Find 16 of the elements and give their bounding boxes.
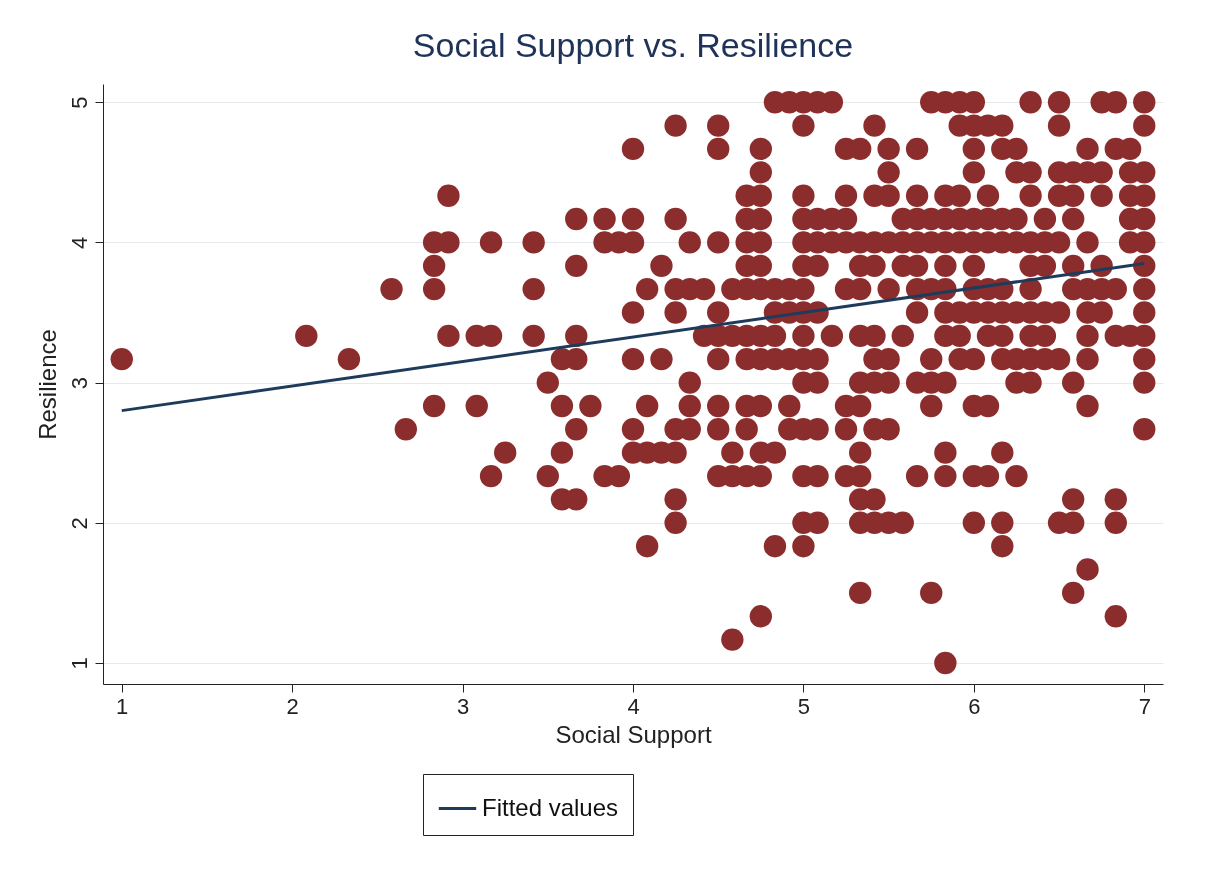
- x-tick-label: 5: [797, 693, 811, 719]
- y-tick-label: 4: [66, 236, 92, 250]
- x-tick-label: 7: [1138, 693, 1151, 719]
- y-tick-label: 2: [66, 517, 92, 530]
- y-tick-label: 1: [66, 657, 92, 670]
- y-axis-title: Resilience: [33, 329, 61, 440]
- y-tick-label: 5: [66, 96, 92, 109]
- legend-label: Fitted values: [482, 793, 619, 821]
- x-axis-title: Social Support: [555, 720, 712, 748]
- chart-title: Social Support vs. Resilience: [412, 26, 854, 64]
- x-tick-label: 2: [286, 693, 299, 719]
- x-tick-label: 3: [456, 693, 470, 719]
- x-tick-label: 4: [627, 693, 640, 719]
- y-tick-label: 3: [66, 376, 92, 390]
- x-tick-label: 6: [968, 693, 981, 719]
- x-tick-label: 1: [116, 693, 129, 719]
